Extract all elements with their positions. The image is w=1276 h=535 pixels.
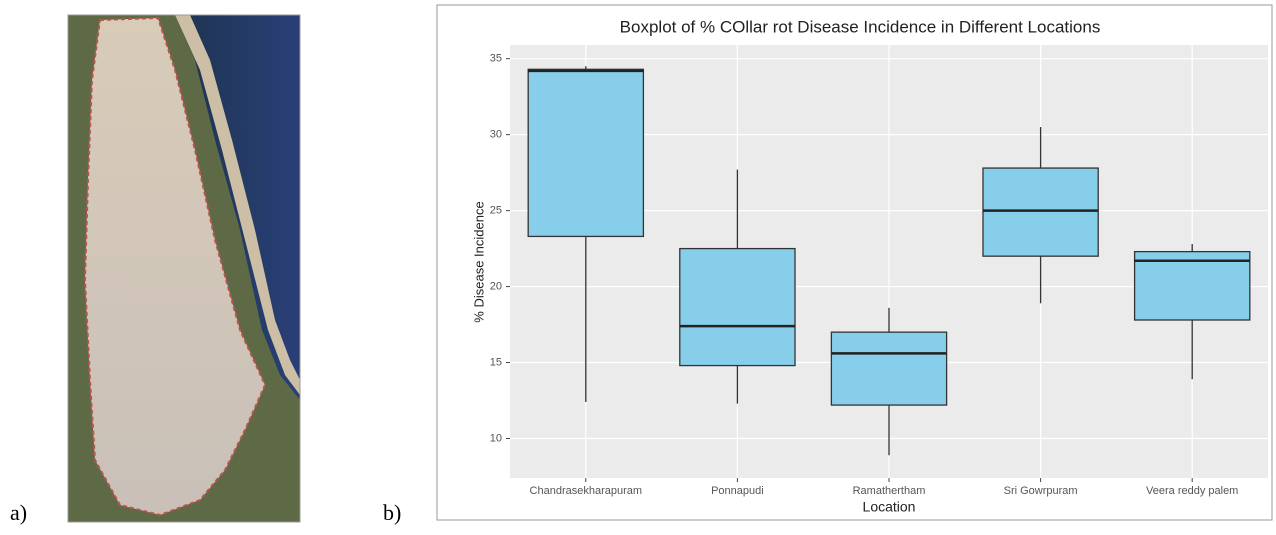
x-axis-title: Location — [863, 499, 916, 515]
box — [831, 332, 946, 405]
box — [983, 168, 1098, 256]
panel-label: a) — [10, 500, 27, 525]
chart-title: Boxplot of % COllar rot Disease Incidenc… — [620, 17, 1101, 36]
x-tick-label: Chandrasekharapuram — [530, 485, 643, 497]
y-tick-label: 25 — [490, 205, 502, 217]
x-tick-label: Veera reddy palem — [1146, 485, 1238, 497]
y-tick-label: 35 — [490, 53, 502, 65]
page: a) b) Boxplot of % COllar rot Disease In… — [0, 0, 1276, 535]
y-tick-label: 10 — [490, 432, 502, 444]
y-tick-label: 15 — [490, 356, 502, 368]
x-tick-label: Sri Gowrpuram — [1004, 485, 1078, 497]
y-tick-label: 20 — [490, 280, 502, 292]
x-tick-label: Ponnapudi — [711, 485, 764, 497]
box — [528, 69, 643, 236]
y-axis-title: % Disease Incidence — [471, 201, 486, 322]
box — [680, 249, 795, 366]
satellite-image — [68, 15, 300, 522]
x-tick-label: Ramathertham — [853, 485, 926, 497]
y-tick-label: 30 — [490, 129, 502, 141]
figure: a) b) Boxplot of % COllar rot Disease In… — [0, 0, 1276, 530]
panel-label: b) — [383, 500, 401, 525]
